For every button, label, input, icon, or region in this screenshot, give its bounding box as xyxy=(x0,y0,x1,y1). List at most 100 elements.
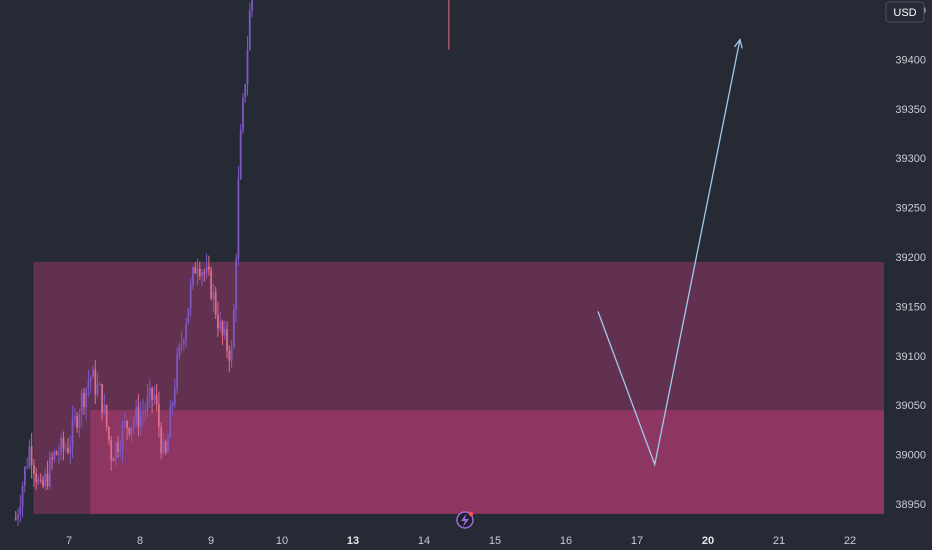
price-tick-label: 39200 xyxy=(895,252,926,264)
candle-body xyxy=(28,446,31,467)
candle-body xyxy=(23,467,26,486)
candle-body xyxy=(94,369,97,395)
candle-body xyxy=(157,404,160,428)
candle-body xyxy=(19,506,22,515)
candle-body xyxy=(110,439,113,460)
candle-body xyxy=(69,446,72,453)
time-axis[interactable]: 7 8 9 10 13 14 15 16 17 20 21 22 xyxy=(66,535,856,547)
candle-body xyxy=(210,269,213,299)
candle-body xyxy=(203,272,206,274)
drawings-layer xyxy=(597,38,743,467)
candle-body xyxy=(48,457,51,487)
candle-body xyxy=(217,314,219,329)
candle-body xyxy=(244,84,247,99)
candle-body xyxy=(14,518,17,520)
price-tick-label: 39250 xyxy=(895,203,926,215)
candle-body xyxy=(171,403,174,407)
candle-body xyxy=(148,387,151,397)
candle-body xyxy=(39,479,42,481)
candle-body xyxy=(30,446,33,466)
candle-body xyxy=(42,480,44,487)
candle-body xyxy=(196,268,199,274)
time-tick-label: 14 xyxy=(418,535,430,547)
candle-body xyxy=(21,485,24,507)
candle-body xyxy=(128,427,131,435)
candle-body xyxy=(201,272,203,277)
candle-body xyxy=(33,465,35,474)
candle-body xyxy=(169,406,172,438)
price-tick-label: 39050 xyxy=(895,400,926,412)
candle-body xyxy=(44,473,47,487)
candle-body xyxy=(142,412,144,415)
candle-body xyxy=(214,291,217,315)
candle-body xyxy=(176,355,178,389)
candle-body xyxy=(126,421,128,428)
candle-body xyxy=(205,266,208,273)
candle-body xyxy=(251,0,253,11)
price-tick-label: 38950 xyxy=(895,499,926,511)
candle-body xyxy=(151,387,153,400)
candle-body xyxy=(119,450,122,453)
arrow-head-icon xyxy=(733,38,743,49)
candle-body xyxy=(71,418,74,447)
time-tick-label: 9 xyxy=(208,535,214,547)
candle-body xyxy=(232,309,235,348)
candle-body xyxy=(173,388,176,404)
candle-body xyxy=(121,425,124,451)
candle-body xyxy=(239,130,242,179)
time-tick-label: 10 xyxy=(276,535,288,547)
candle-body xyxy=(228,350,231,361)
candle-body xyxy=(155,394,158,405)
candle-body xyxy=(137,406,140,427)
time-tick-label: 13 xyxy=(347,535,359,547)
candle-body xyxy=(248,10,251,50)
candle-body xyxy=(58,454,60,456)
candle-body xyxy=(226,329,228,351)
candle-body xyxy=(67,448,69,453)
candle-body xyxy=(207,266,210,270)
time-tick-label: 15 xyxy=(489,535,501,547)
candle-body xyxy=(73,416,76,419)
candle-body xyxy=(53,451,56,460)
candle-body xyxy=(167,437,169,453)
candle-body xyxy=(160,427,163,453)
time-tick-label: 7 xyxy=(66,535,72,547)
candle-body xyxy=(101,384,103,414)
time-tick-label: 16 xyxy=(560,535,572,547)
candle-body xyxy=(242,98,244,131)
projection-path[interactable] xyxy=(597,39,741,467)
candle-body xyxy=(96,384,99,395)
candle-body xyxy=(35,473,38,483)
candle-body xyxy=(26,466,29,468)
time-tick-label: 20 xyxy=(702,535,714,547)
supply-demand-zone[interactable] xyxy=(90,410,885,514)
candle-body xyxy=(219,321,222,329)
candle-body xyxy=(230,347,233,361)
candle-body xyxy=(135,406,138,422)
price-tick-label: 39000 xyxy=(895,450,926,462)
candle-body xyxy=(85,388,88,407)
candle-body xyxy=(62,437,65,449)
currency-button[interactable]: USD xyxy=(885,1,925,23)
time-tick-label: 21 xyxy=(773,535,785,547)
candle-body xyxy=(182,340,185,344)
candle-body xyxy=(187,308,190,324)
candle-body xyxy=(178,345,181,356)
candle-body xyxy=(55,451,58,455)
candle-body xyxy=(87,381,90,389)
price-tick-label: 39400 xyxy=(895,54,926,66)
candle-body xyxy=(185,323,188,341)
candle-body xyxy=(130,426,133,435)
candle-body xyxy=(76,416,78,428)
candle-body xyxy=(103,405,106,414)
time-tick-label: 22 xyxy=(844,535,856,547)
candle-body xyxy=(164,441,167,453)
candle-body xyxy=(194,267,197,274)
candle-body xyxy=(108,427,110,440)
currency-label: USD xyxy=(893,7,916,19)
flash-icon[interactable] xyxy=(456,511,474,529)
candle-body xyxy=(221,321,224,336)
price-tick-label: 39300 xyxy=(895,153,926,165)
candles-layer xyxy=(14,0,450,527)
